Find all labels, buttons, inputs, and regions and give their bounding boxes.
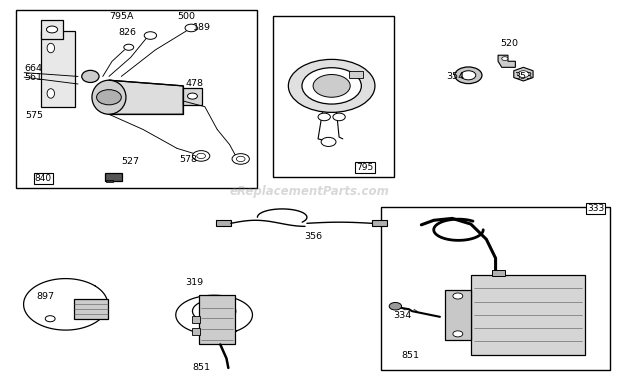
Text: 189: 189: [192, 24, 210, 32]
Ellipse shape: [47, 43, 55, 53]
Text: 578: 578: [179, 155, 197, 164]
Text: 333: 333: [587, 204, 604, 213]
Polygon shape: [109, 80, 183, 114]
Text: 795: 795: [356, 163, 374, 172]
Circle shape: [124, 44, 134, 50]
Circle shape: [502, 57, 508, 60]
Circle shape: [144, 32, 157, 39]
Circle shape: [45, 316, 55, 322]
Text: 478: 478: [185, 79, 203, 89]
Text: 356: 356: [304, 232, 322, 241]
Text: 575: 575: [25, 111, 43, 120]
Text: 561: 561: [24, 73, 42, 82]
Circle shape: [185, 24, 197, 32]
Circle shape: [288, 59, 375, 112]
Bar: [16, 10, 257, 188]
Bar: [192, 317, 200, 323]
Text: 334: 334: [394, 311, 412, 320]
Circle shape: [313, 74, 350, 97]
Text: 851: 851: [402, 352, 420, 360]
Circle shape: [333, 113, 345, 121]
Circle shape: [318, 113, 330, 121]
Circle shape: [97, 90, 122, 105]
Ellipse shape: [92, 80, 126, 114]
Ellipse shape: [82, 70, 99, 82]
Bar: [74, 299, 108, 320]
Bar: [381, 207, 610, 370]
Text: 851: 851: [192, 363, 210, 372]
Polygon shape: [498, 55, 515, 67]
Text: 826: 826: [118, 28, 136, 37]
Bar: [471, 275, 585, 355]
Bar: [372, 220, 387, 226]
Bar: [445, 290, 471, 340]
Bar: [183, 88, 202, 105]
Circle shape: [321, 138, 336, 146]
Circle shape: [46, 26, 58, 33]
Circle shape: [518, 71, 529, 78]
Bar: [216, 220, 231, 226]
Circle shape: [454, 67, 482, 84]
Text: 354: 354: [446, 72, 464, 81]
Bar: [273, 16, 394, 177]
Ellipse shape: [47, 89, 55, 98]
Text: 897: 897: [37, 292, 55, 301]
Text: 795A: 795A: [109, 12, 133, 21]
Bar: [41, 31, 75, 107]
Bar: [105, 173, 122, 181]
Polygon shape: [514, 67, 533, 81]
Text: 840: 840: [35, 174, 52, 183]
Text: 664: 664: [24, 64, 42, 73]
Bar: [198, 295, 234, 345]
Circle shape: [192, 150, 210, 161]
Circle shape: [461, 71, 476, 80]
Bar: [192, 328, 200, 335]
Circle shape: [236, 156, 245, 161]
Circle shape: [302, 68, 361, 104]
Circle shape: [232, 154, 249, 164]
Bar: [41, 21, 63, 38]
Circle shape: [453, 331, 463, 337]
Text: 319: 319: [185, 278, 203, 287]
Text: 353: 353: [514, 72, 533, 81]
Bar: [107, 180, 113, 182]
Text: 520: 520: [500, 40, 518, 48]
Text: 500: 500: [177, 12, 195, 21]
Text: 527: 527: [122, 157, 140, 166]
Circle shape: [389, 302, 402, 310]
Circle shape: [197, 153, 205, 158]
Circle shape: [453, 293, 463, 299]
Bar: [349, 71, 363, 78]
Text: eReplacementParts.com: eReplacementParts.com: [230, 185, 390, 198]
Circle shape: [187, 93, 197, 99]
Bar: [492, 270, 505, 276]
